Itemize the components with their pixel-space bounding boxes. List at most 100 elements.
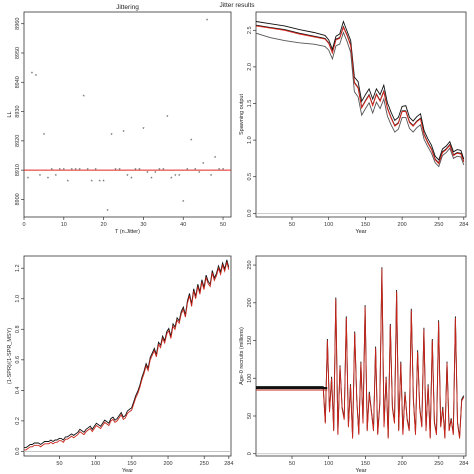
- x-tick-label: 150: [361, 461, 370, 467]
- x-tick-label: 250: [200, 461, 209, 467]
- x-tick-label: 284: [224, 461, 233, 467]
- data-point: *: [35, 74, 38, 80]
- data-point: *: [27, 177, 30, 183]
- data-point: *: [222, 168, 225, 174]
- y-tick-label: 0.0: [247, 210, 253, 218]
- y-tick-label: 1.2: [15, 264, 21, 272]
- data-point: *: [206, 19, 209, 25]
- data-point: *: [51, 168, 54, 174]
- data-point: *: [190, 139, 193, 145]
- x-tick-label: 50: [289, 461, 295, 467]
- panel-jittering: Jittering 0 10 20 30 40 50 8900 8910 8920 8930 8940…: [7, 4, 232, 235]
- series-line: [255, 31, 465, 168]
- data-point: *: [198, 171, 201, 177]
- data-point: *: [178, 174, 181, 180]
- x-tick-label: 250: [434, 222, 443, 228]
- data-point: *: [126, 174, 129, 180]
- x-tick-label: 250: [434, 461, 443, 467]
- y-tick-label: 200: [247, 298, 253, 307]
- data-point: *: [162, 168, 165, 174]
- y-tick-label: 8900: [15, 193, 21, 205]
- data-point: *: [134, 168, 137, 174]
- x-tick-label: 50: [56, 461, 62, 467]
- x-tick-label: 0: [22, 222, 25, 228]
- y-tick-label: 0.2: [15, 417, 21, 425]
- panel-title: Jittering: [116, 4, 139, 11]
- y-tick-label: 8950: [15, 47, 21, 59]
- panel-recruits: 50 100 150 200 250 284 0 50 100 150 200 250 Year Age-…: [239, 255, 468, 474]
- y-tick-label: 100: [247, 374, 253, 383]
- data-point: *: [87, 168, 90, 174]
- y-tick-label: 8930: [15, 105, 21, 117]
- data-point: *: [31, 71, 34, 77]
- x-tick-label: 40: [180, 222, 186, 228]
- data-point: *: [63, 168, 66, 174]
- data-point: *: [138, 168, 141, 174]
- x-tick-label: 200: [163, 461, 172, 467]
- y-tick-label: 8940: [15, 76, 21, 88]
- y-tick-label: 1.0: [15, 295, 21, 303]
- data-point: *: [107, 209, 110, 215]
- x-tick-label: 284: [459, 222, 468, 228]
- y-tick-label: 0: [247, 452, 253, 455]
- x-tick-label: 284: [459, 461, 468, 467]
- data-point: *: [39, 174, 42, 180]
- x-tick-label: 30: [140, 222, 146, 228]
- series-line: [24, 261, 230, 451]
- data-point: *: [71, 168, 74, 174]
- series-line: [255, 20, 465, 161]
- x-tick-label: 200: [398, 222, 407, 228]
- y-tick-label: 0.5: [247, 173, 253, 181]
- data-point: *: [111, 133, 114, 139]
- y-tick-label: 0.0: [15, 448, 21, 456]
- data-point: *: [47, 177, 50, 183]
- data-point: *: [91, 180, 94, 186]
- data-point: *: [59, 168, 62, 174]
- data-point: *: [202, 162, 205, 168]
- data-point: *: [142, 127, 145, 133]
- data-point: *: [186, 168, 189, 174]
- x-tick-label: 200: [398, 461, 407, 467]
- y-axis-label: LL: [7, 111, 13, 117]
- data-point: *: [166, 115, 169, 121]
- data-point: *: [174, 174, 177, 180]
- x-tick-label: 100: [324, 222, 333, 228]
- data-point: *: [170, 177, 173, 183]
- data-point: *: [83, 95, 86, 101]
- x-axis-label: Year: [355, 229, 366, 235]
- data-point: *: [103, 180, 106, 186]
- data-point: *: [122, 130, 125, 136]
- data-point: *: [150, 177, 153, 183]
- x-tick-label: 150: [361, 222, 370, 228]
- x-tick-label: 150: [127, 461, 136, 467]
- y-axis-label: Spawning output: [239, 94, 245, 135]
- data-point: *: [158, 168, 161, 174]
- data-point: *: [75, 168, 78, 174]
- x-tick-label: 10: [61, 222, 67, 228]
- y-axis-label: Age-0 recruits (millions): [239, 327, 245, 385]
- x-axis-label: T (n.Jitter): [115, 229, 140, 235]
- plot-frame: [255, 11, 467, 218]
- data-point: *: [95, 168, 98, 174]
- data-point: *: [114, 168, 117, 174]
- figure-title: Jitter results: [219, 2, 255, 9]
- data-point: *: [210, 174, 213, 180]
- data-point: *: [182, 200, 185, 206]
- panel-spr-ratio: 50 100 150 200 250 284 0.0 0.2 0.4 0.6 0.8 1.0 1.2 Ye…: [7, 255, 233, 474]
- data-point: *: [67, 180, 70, 186]
- x-tick-label: 20: [101, 222, 107, 228]
- y-tick-label: 8920: [15, 135, 21, 147]
- x-axis-label: Year: [355, 468, 366, 474]
- series-line: [24, 259, 230, 449]
- y-tick-label: 250: [247, 260, 253, 269]
- y-tick-label: 0.6: [15, 356, 21, 364]
- y-tick-label: 50: [247, 413, 253, 419]
- data-point: *: [55, 174, 58, 180]
- plot-frame: [255, 255, 467, 457]
- y-tick-label: 1.0: [247, 136, 253, 144]
- data-point: *: [43, 133, 46, 139]
- data-point: *: [79, 168, 82, 174]
- y-tick-label: 0.8: [15, 325, 21, 333]
- x-tick-label: 50: [289, 222, 295, 228]
